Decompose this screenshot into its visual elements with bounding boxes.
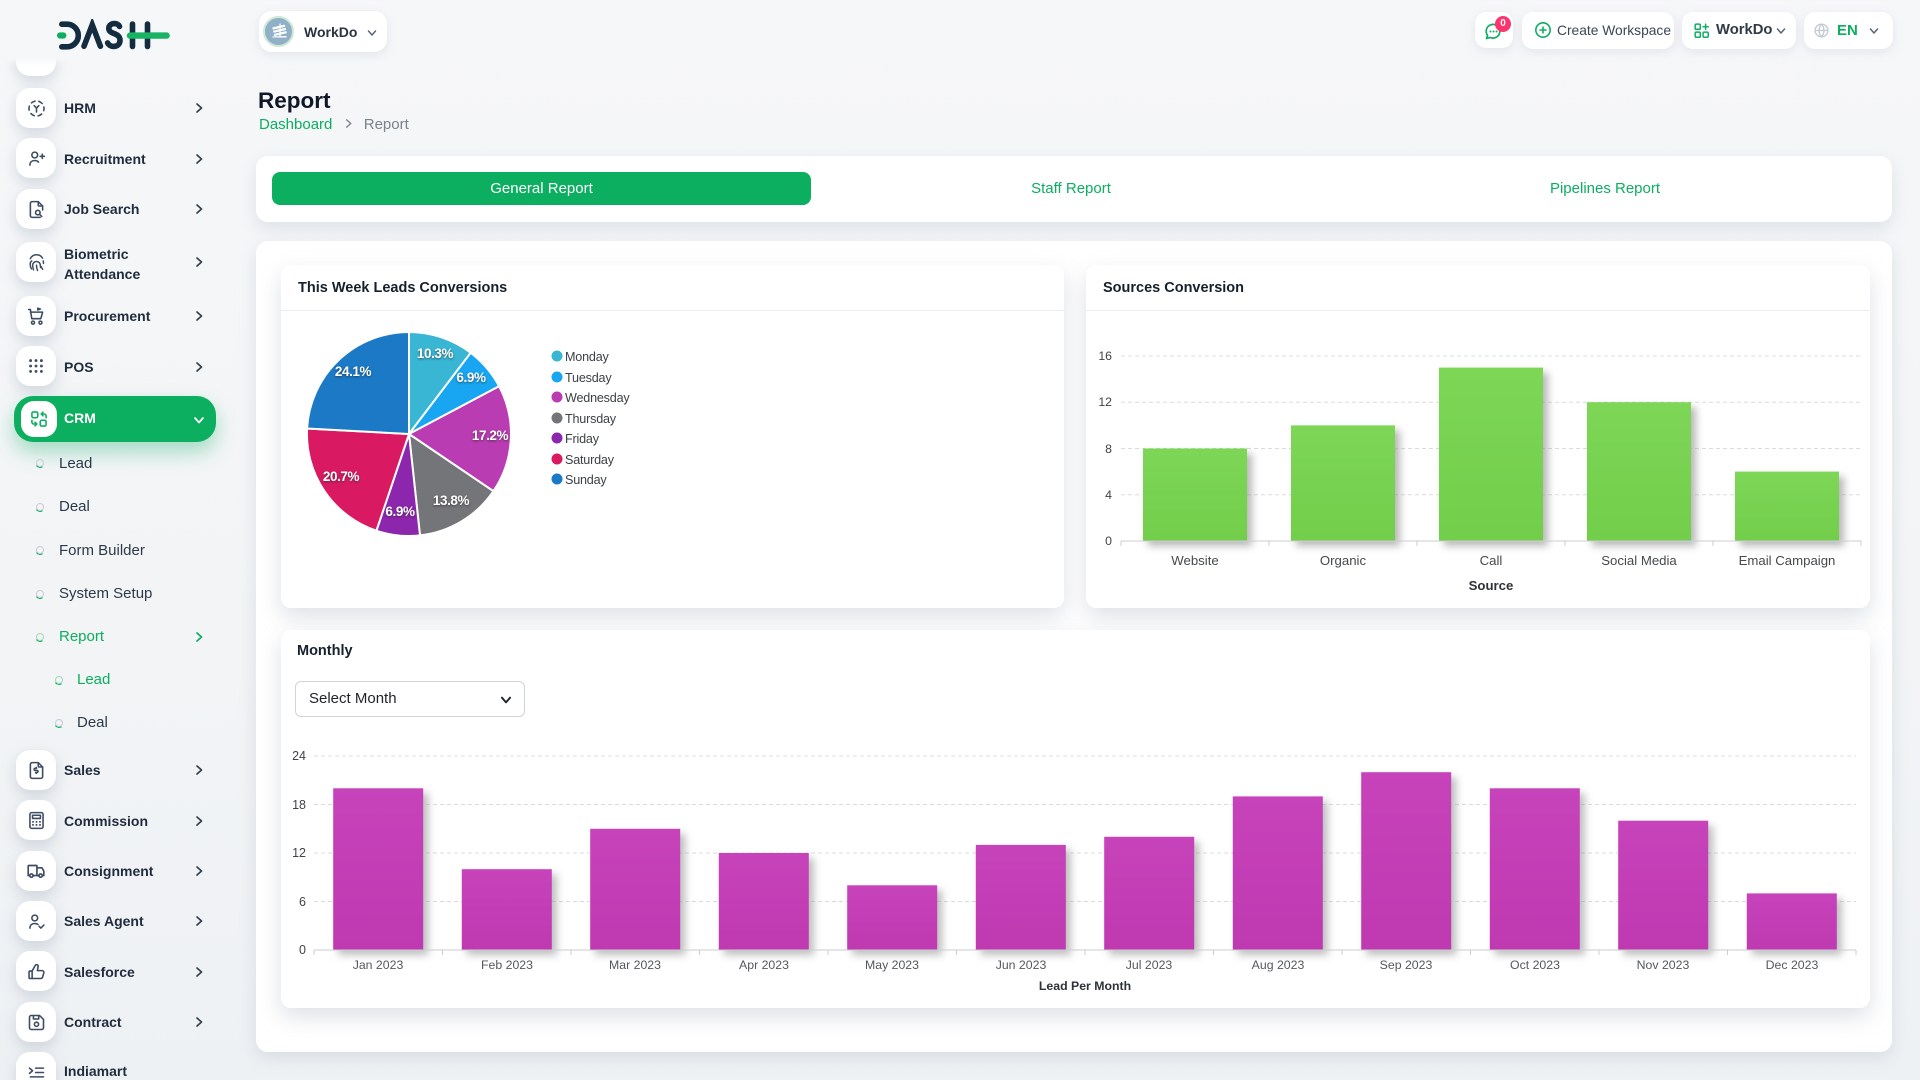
svg-text:16: 16 <box>1098 349 1112 363</box>
svg-text:18: 18 <box>292 798 306 812</box>
svg-text:Aug 2023: Aug 2023 <box>1252 958 1305 972</box>
svg-text:Jan 2023: Jan 2023 <box>353 958 404 972</box>
svg-text:6: 6 <box>299 895 306 909</box>
svg-text:Nov 2023: Nov 2023 <box>1637 958 1690 972</box>
svg-text:Email Campaign: Email Campaign <box>1739 553 1836 568</box>
svg-text:20.7%: 20.7% <box>323 469 360 484</box>
svg-text:May 2023: May 2023 <box>865 958 919 972</box>
svg-text:Monday: Monday <box>565 350 610 364</box>
svg-text:24: 24 <box>292 749 306 763</box>
svg-text:Organic: Organic <box>1320 553 1367 568</box>
svg-text:13.8%: 13.8% <box>433 493 470 508</box>
svg-text:Wednesday: Wednesday <box>565 391 630 405</box>
svg-text:12: 12 <box>292 846 306 860</box>
svg-text:Feb 2023: Feb 2023 <box>481 958 533 972</box>
svg-text:6.9%: 6.9% <box>456 370 486 385</box>
svg-text:10.3%: 10.3% <box>417 346 454 361</box>
svg-text:Lead Per Month: Lead Per Month <box>1039 979 1131 993</box>
svg-text:Sep 2023: Sep 2023 <box>1380 958 1433 972</box>
svg-text:Jun 2023: Jun 2023 <box>996 958 1047 972</box>
svg-text:Thursday: Thursday <box>565 412 617 426</box>
svg-text:Mar 2023: Mar 2023 <box>609 958 661 972</box>
svg-text:Source: Source <box>1469 578 1514 593</box>
svg-text:Website: Website <box>1171 553 1218 568</box>
svg-text:4: 4 <box>1105 488 1112 502</box>
svg-text:Jul 2023: Jul 2023 <box>1126 958 1173 972</box>
svg-text:12: 12 <box>1098 395 1112 409</box>
svg-text:Saturday: Saturday <box>565 453 615 467</box>
svg-text:Oct 2023: Oct 2023 <box>1510 958 1560 972</box>
svg-text:Tuesday: Tuesday <box>565 371 612 385</box>
svg-text:Sunday: Sunday <box>565 473 607 487</box>
svg-text:Apr 2023: Apr 2023 <box>739 958 789 972</box>
svg-text:24.1%: 24.1% <box>335 364 372 379</box>
svg-text:0: 0 <box>299 943 306 957</box>
svg-text:Call: Call <box>1480 553 1503 568</box>
svg-text:Dec 2023: Dec 2023 <box>1766 958 1819 972</box>
svg-text:8: 8 <box>1105 442 1112 456</box>
svg-text:17.2%: 17.2% <box>472 428 509 443</box>
svg-text:Friday: Friday <box>565 432 600 446</box>
svg-text:6.9%: 6.9% <box>385 504 415 519</box>
svg-text:Social Media: Social Media <box>1601 553 1677 568</box>
svg-text:0: 0 <box>1105 534 1112 548</box>
